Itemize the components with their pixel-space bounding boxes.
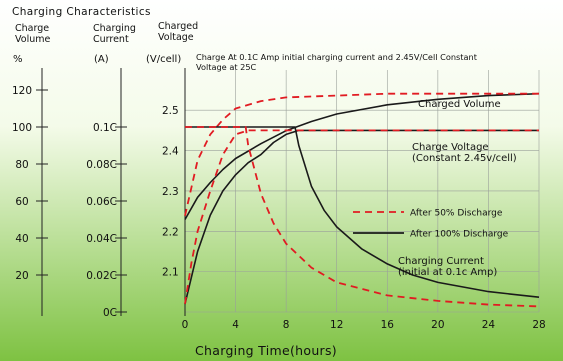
chart-title: Charging Characteristics [12, 6, 151, 18]
annotation-charging-current: Charging Current (initial at 0.1c Amp) [398, 256, 497, 278]
x-tick-label: 12 [330, 319, 343, 331]
x-tick-label: 4 [232, 319, 239, 331]
current-tick-label: 0.02C [86, 270, 117, 282]
volume-tick-label: 80 [15, 159, 28, 171]
legend-label: After 50% Discharge [410, 209, 503, 219]
current-tick-label: 0.06C [86, 196, 117, 208]
voltage-tick-label: 2.3 [162, 186, 179, 198]
voltage-tick-label: 2.5 [162, 105, 179, 117]
x-tick-label: 24 [482, 319, 496, 331]
x-tick-label: 8 [283, 319, 290, 331]
volume-axis-header: Charge Volume [15, 23, 50, 45]
volume-tick-label: 40 [15, 233, 28, 245]
x-tick-label: 28 [532, 319, 545, 331]
x-axis-label: Charging Time(hours) [195, 343, 337, 358]
volume-axis-unit: % [13, 54, 23, 65]
x-tick-label: 16 [381, 319, 395, 331]
x-tick-label: 0 [182, 319, 189, 331]
current-tick-label: 0.04C [86, 233, 117, 245]
current-tick-label: 0.1C [93, 122, 117, 134]
annotation-charged-volume: Charged Volume [418, 99, 501, 110]
legend-label: After 100% Discharge [410, 230, 509, 240]
voltage-tick-label: 2.2 [162, 226, 179, 238]
x-tick-label: 20 [431, 319, 444, 331]
current-tick-label: 0.08C [86, 159, 117, 171]
volume-tick-label: 120 [12, 85, 32, 97]
voltage-axis-unit: (V/cell) [146, 54, 181, 65]
current-axis-unit: (A) [94, 54, 109, 65]
volume-tick-label: 20 [15, 270, 28, 282]
volume-tick-label: 100 [12, 122, 32, 134]
voltage-tick-label: 2.1 [162, 267, 179, 279]
voltage-tick-label: 2.4 [162, 146, 179, 158]
voltage-axis-header: Charged Voltage [158, 21, 198, 43]
volume-tick-label: 60 [15, 196, 28, 208]
current-tick-label: 0C [103, 307, 117, 319]
